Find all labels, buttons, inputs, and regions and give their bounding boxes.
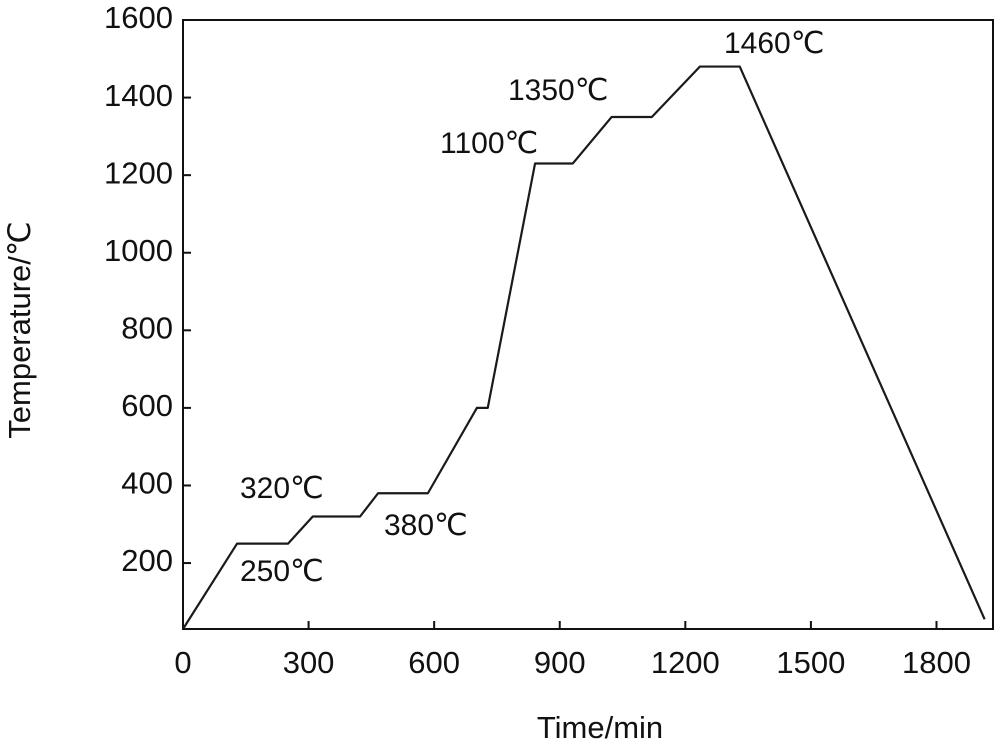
x-tick-label: 1800: [902, 645, 971, 680]
y-tick-label: 200: [121, 543, 173, 578]
x-tick-label: 600: [408, 645, 460, 680]
data-line: [182, 65, 986, 630]
annotation: 1460℃: [724, 27, 824, 60]
y-tick-label: 400: [121, 466, 173, 501]
annotation: 250℃: [240, 555, 324, 588]
annotation: 380℃: [384, 509, 468, 542]
annotation: 320℃: [240, 472, 324, 505]
x-tick-label: 900: [534, 645, 586, 680]
annotation: 1100℃: [440, 127, 538, 160]
y-tick-label: 600: [121, 388, 173, 423]
x-tick-label: 300: [283, 645, 335, 680]
y-tick-label: 1400: [104, 78, 173, 113]
y-tick-label: 1600: [104, 0, 173, 35]
x-tick-label: 1500: [776, 645, 845, 680]
y-tick-label: 800: [121, 311, 173, 346]
x-tick-label: 1200: [651, 645, 720, 680]
y-tick-label: 1000: [104, 233, 173, 268]
plot-frame: [182, 19, 994, 630]
y-tick-label: 1200: [104, 155, 173, 190]
annotation: 1350℃: [508, 74, 608, 107]
x-tick-label: 0: [174, 645, 191, 680]
y-axis-title: Temperature/℃: [2, 221, 37, 438]
x-axis-title: Time/min: [537, 710, 663, 745]
